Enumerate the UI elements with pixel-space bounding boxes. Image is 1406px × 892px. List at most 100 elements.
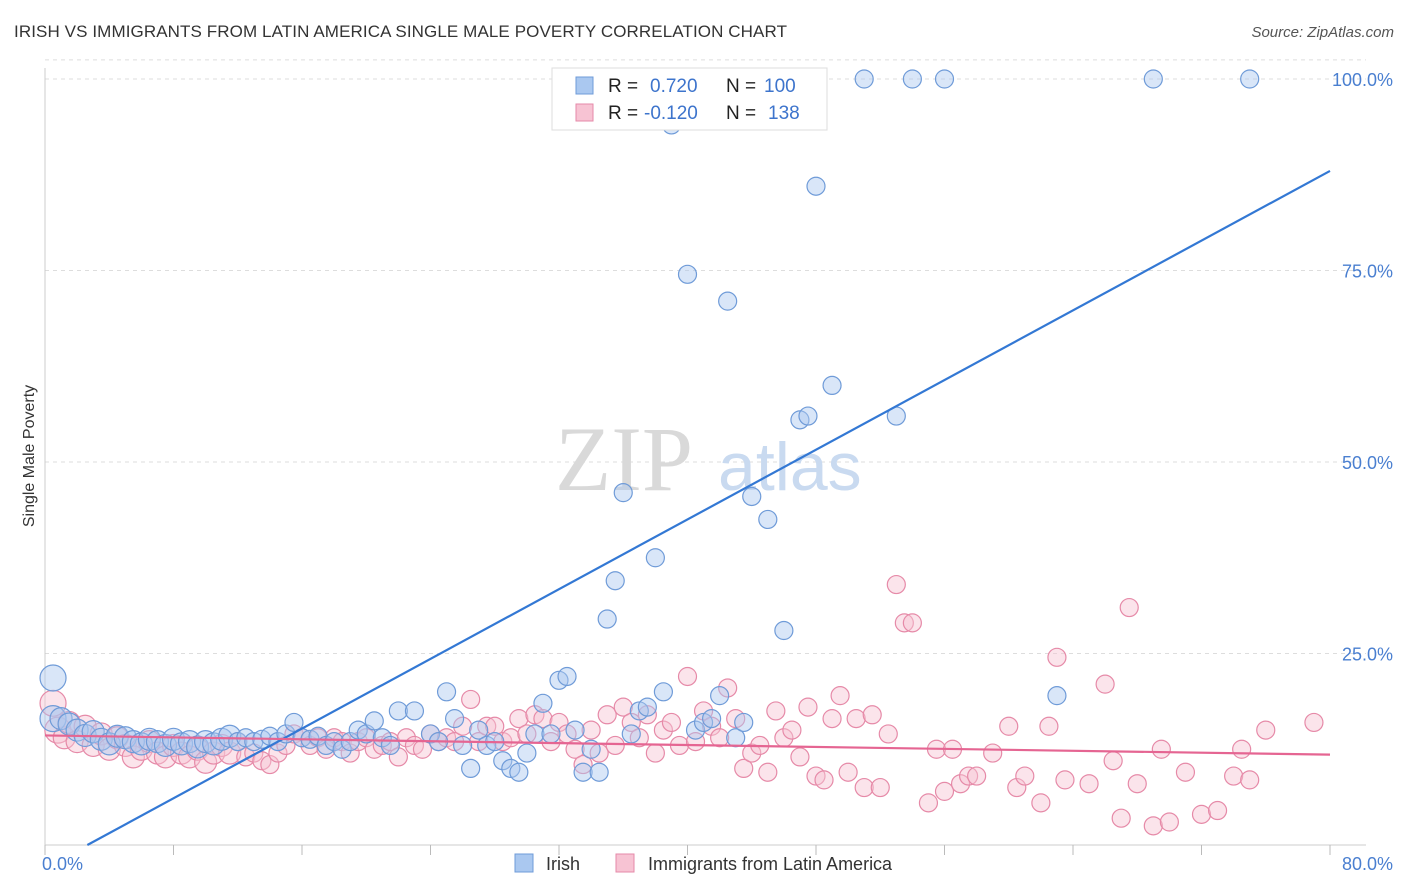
latin-america-point — [461, 689, 481, 710]
irish-point — [218, 724, 242, 748]
latin-america-point — [541, 731, 561, 752]
latin-america-point — [886, 574, 906, 595]
irish-r-value: 0.720 — [650, 76, 698, 97]
irish-point — [710, 686, 730, 706]
latin-america-point — [918, 793, 939, 813]
irish-point — [806, 176, 826, 196]
latin-america-point — [950, 774, 971, 794]
latin-america-trend-line — [44, 734, 1331, 756]
latin-america-point — [332, 731, 352, 752]
irish-point — [404, 701, 425, 721]
latin-america-point — [1079, 774, 1099, 794]
latin-america-point — [1159, 812, 1179, 832]
latin-america-point — [613, 697, 633, 717]
irish-point — [718, 291, 738, 311]
latin-america-point — [846, 709, 866, 729]
latin-america-point — [870, 777, 890, 798]
latin-america-point — [1207, 800, 1228, 821]
latin-america-point — [734, 758, 754, 779]
irish-point — [605, 571, 625, 591]
latin-america-point — [934, 781, 955, 801]
latin-r-value: -0.120 — [644, 103, 698, 124]
latin-america-point — [39, 689, 67, 717]
irish-point — [798, 406, 818, 426]
irish-point — [39, 705, 67, 733]
latin-america-point — [902, 613, 922, 633]
latin-america-point — [1007, 777, 1027, 798]
irish-point — [685, 720, 706, 740]
irish-point — [324, 731, 344, 752]
y-tick-label: 100.0% — [1332, 70, 1393, 90]
latin-america-point — [830, 686, 850, 706]
latin-america-point — [1191, 804, 1212, 824]
irish-r-label: R = — [608, 76, 638, 97]
latin-america-point — [790, 747, 810, 767]
latin-america-point — [52, 726, 76, 750]
latin-america-point — [854, 777, 874, 798]
latin-america-point — [1111, 808, 1131, 828]
latin-america-point — [597, 705, 617, 725]
latin-america-point — [396, 728, 417, 748]
latin-america-point — [1103, 751, 1123, 771]
latin-america-point — [999, 716, 1019, 736]
irish-point — [677, 264, 698, 284]
irish-n-label: N = — [726, 76, 756, 97]
latin-america-point — [573, 754, 593, 775]
latin-america-point — [878, 724, 898, 744]
latin-america-point — [1143, 816, 1163, 836]
y-tick-label: 50.0% — [1342, 453, 1393, 473]
irish-point — [758, 509, 778, 530]
latin-america-point — [766, 701, 786, 721]
latin-america-point — [718, 678, 738, 698]
watermark-zip: ZIP — [555, 408, 693, 510]
latin-america-point — [983, 743, 1003, 763]
latin-america-point — [862, 705, 882, 725]
irish-point — [1143, 69, 1163, 89]
irish-point — [372, 728, 392, 748]
latin-america-point — [1232, 739, 1252, 759]
latin-america-point — [838, 762, 858, 782]
irish-point — [774, 620, 794, 641]
chart-title: IRISH VS IMMIGRANTS FROM LATIN AMERICA S… — [14, 22, 788, 41]
latin-america-point — [1240, 770, 1260, 790]
y-axis-label: Single Male Poverty — [21, 385, 38, 527]
irish-point — [902, 69, 922, 89]
axes — [44, 68, 1366, 855]
irish-point — [557, 666, 577, 687]
irish-swatch — [575, 76, 594, 95]
irish-point — [420, 724, 441, 744]
irish-point — [645, 548, 665, 568]
latin-america-point — [653, 720, 674, 740]
latin-america-point — [268, 743, 288, 763]
latin-america-point — [710, 728, 730, 748]
latin-america-point — [621, 712, 641, 733]
latin-america-point — [1119, 597, 1139, 618]
irish-n-value: 100 — [764, 76, 796, 97]
irish-point — [1240, 69, 1260, 89]
irish-point — [701, 709, 722, 729]
irish-trend-line — [86, 169, 1331, 846]
latin-america-point — [1256, 720, 1276, 740]
tick-labels: 25.0% 50.0% 75.0% 100.0% 0.0% 80.0% — [42, 70, 1393, 874]
latin-america-point — [501, 728, 521, 748]
irish-point — [364, 711, 384, 731]
irish-point — [284, 712, 304, 733]
latin-america-point — [758, 762, 778, 782]
irish-point — [822, 375, 842, 395]
latin-america-point — [485, 716, 505, 736]
legend-irish-label: Irish — [546, 854, 580, 874]
latin-america-point — [581, 720, 601, 740]
irish-point — [340, 731, 360, 752]
latin-america-point — [533, 709, 553, 729]
latin-n-value: 138 — [768, 103, 800, 124]
latin-america-point — [1224, 766, 1244, 786]
irish-point — [380, 735, 400, 756]
irish-point — [525, 724, 545, 744]
irish-point — [565, 720, 585, 740]
latin-america-point — [1127, 774, 1147, 794]
latin-america-point — [742, 743, 762, 763]
irish-point — [854, 69, 874, 89]
latin-america-point — [967, 766, 987, 786]
latin-america-point — [453, 716, 473, 736]
